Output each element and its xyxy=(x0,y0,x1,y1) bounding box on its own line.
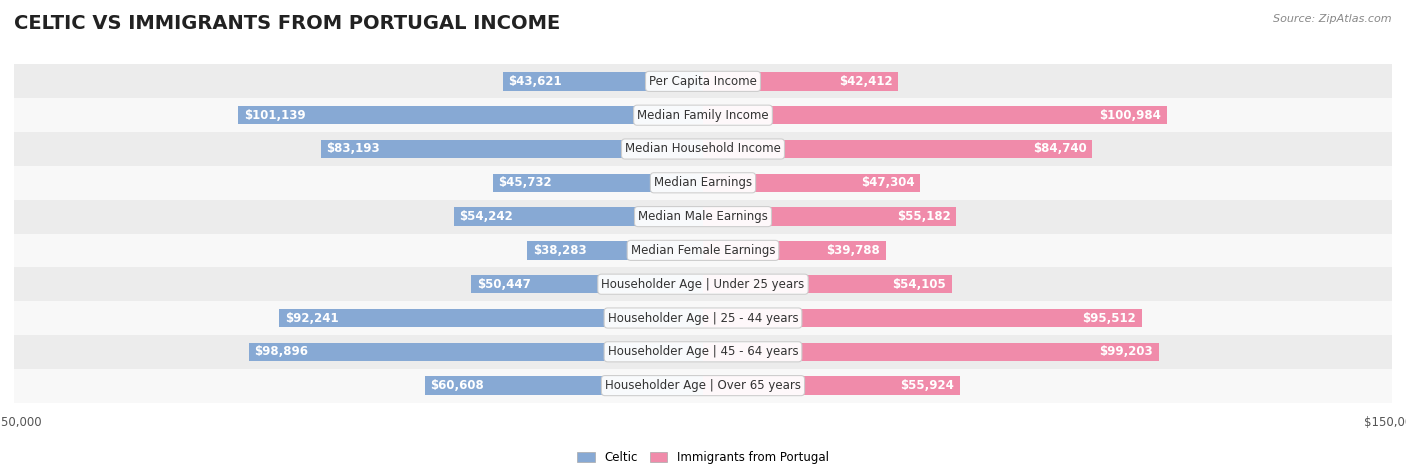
Bar xyxy=(703,207,956,226)
Bar xyxy=(425,376,703,395)
Bar xyxy=(703,241,886,260)
Text: $54,242: $54,242 xyxy=(460,210,513,223)
Bar xyxy=(280,309,703,327)
Text: Median Household Income: Median Household Income xyxy=(626,142,780,156)
Text: Source: ZipAtlas.com: Source: ZipAtlas.com xyxy=(1274,14,1392,24)
Bar xyxy=(527,241,703,260)
Bar xyxy=(249,342,703,361)
Text: $38,283: $38,283 xyxy=(533,244,586,257)
Text: $100,984: $100,984 xyxy=(1099,109,1161,122)
Text: $47,304: $47,304 xyxy=(860,177,915,189)
Text: $60,608: $60,608 xyxy=(430,379,484,392)
FancyBboxPatch shape xyxy=(14,234,1392,267)
FancyBboxPatch shape xyxy=(14,369,1392,403)
Text: $45,732: $45,732 xyxy=(499,177,553,189)
FancyBboxPatch shape xyxy=(14,98,1392,132)
Text: $101,139: $101,139 xyxy=(245,109,305,122)
Text: Householder Age | Under 25 years: Householder Age | Under 25 years xyxy=(602,278,804,290)
Text: Median Male Earnings: Median Male Earnings xyxy=(638,210,768,223)
Bar xyxy=(503,72,703,91)
Bar xyxy=(321,140,703,158)
Text: $54,105: $54,105 xyxy=(893,278,946,290)
Text: Median Female Earnings: Median Female Earnings xyxy=(631,244,775,257)
Bar xyxy=(703,106,1167,125)
Bar xyxy=(703,376,960,395)
Bar xyxy=(494,174,703,192)
Bar xyxy=(703,140,1092,158)
FancyBboxPatch shape xyxy=(14,200,1392,234)
Text: Median Family Income: Median Family Income xyxy=(637,109,769,122)
Bar xyxy=(703,309,1142,327)
FancyBboxPatch shape xyxy=(14,301,1392,335)
Text: $84,740: $84,740 xyxy=(1033,142,1087,156)
Bar xyxy=(471,275,703,293)
Text: $39,788: $39,788 xyxy=(827,244,880,257)
Text: CELTIC VS IMMIGRANTS FROM PORTUGAL INCOME: CELTIC VS IMMIGRANTS FROM PORTUGAL INCOM… xyxy=(14,14,561,33)
Text: Median Earnings: Median Earnings xyxy=(654,177,752,189)
Text: $42,412: $42,412 xyxy=(838,75,893,88)
Text: $50,447: $50,447 xyxy=(477,278,530,290)
FancyBboxPatch shape xyxy=(14,335,1392,369)
Text: $55,924: $55,924 xyxy=(900,379,955,392)
Text: Householder Age | 45 - 64 years: Householder Age | 45 - 64 years xyxy=(607,345,799,358)
Text: $92,241: $92,241 xyxy=(285,311,339,325)
Text: $95,512: $95,512 xyxy=(1083,311,1136,325)
Text: $99,203: $99,203 xyxy=(1099,345,1153,358)
FancyBboxPatch shape xyxy=(14,132,1392,166)
Bar xyxy=(703,72,898,91)
Text: $55,182: $55,182 xyxy=(897,210,950,223)
Text: $43,621: $43,621 xyxy=(508,75,562,88)
Bar xyxy=(703,342,1159,361)
Legend: Celtic, Immigrants from Portugal: Celtic, Immigrants from Portugal xyxy=(572,446,834,467)
Bar xyxy=(239,106,703,125)
Text: Per Capita Income: Per Capita Income xyxy=(650,75,756,88)
FancyBboxPatch shape xyxy=(14,267,1392,301)
FancyBboxPatch shape xyxy=(14,64,1392,98)
Bar xyxy=(703,275,952,293)
FancyBboxPatch shape xyxy=(14,166,1392,200)
Text: Householder Age | Over 65 years: Householder Age | Over 65 years xyxy=(605,379,801,392)
Text: Householder Age | 25 - 44 years: Householder Age | 25 - 44 years xyxy=(607,311,799,325)
Text: $83,193: $83,193 xyxy=(326,142,380,156)
Text: $98,896: $98,896 xyxy=(254,345,308,358)
Bar xyxy=(454,207,703,226)
Bar xyxy=(703,174,921,192)
